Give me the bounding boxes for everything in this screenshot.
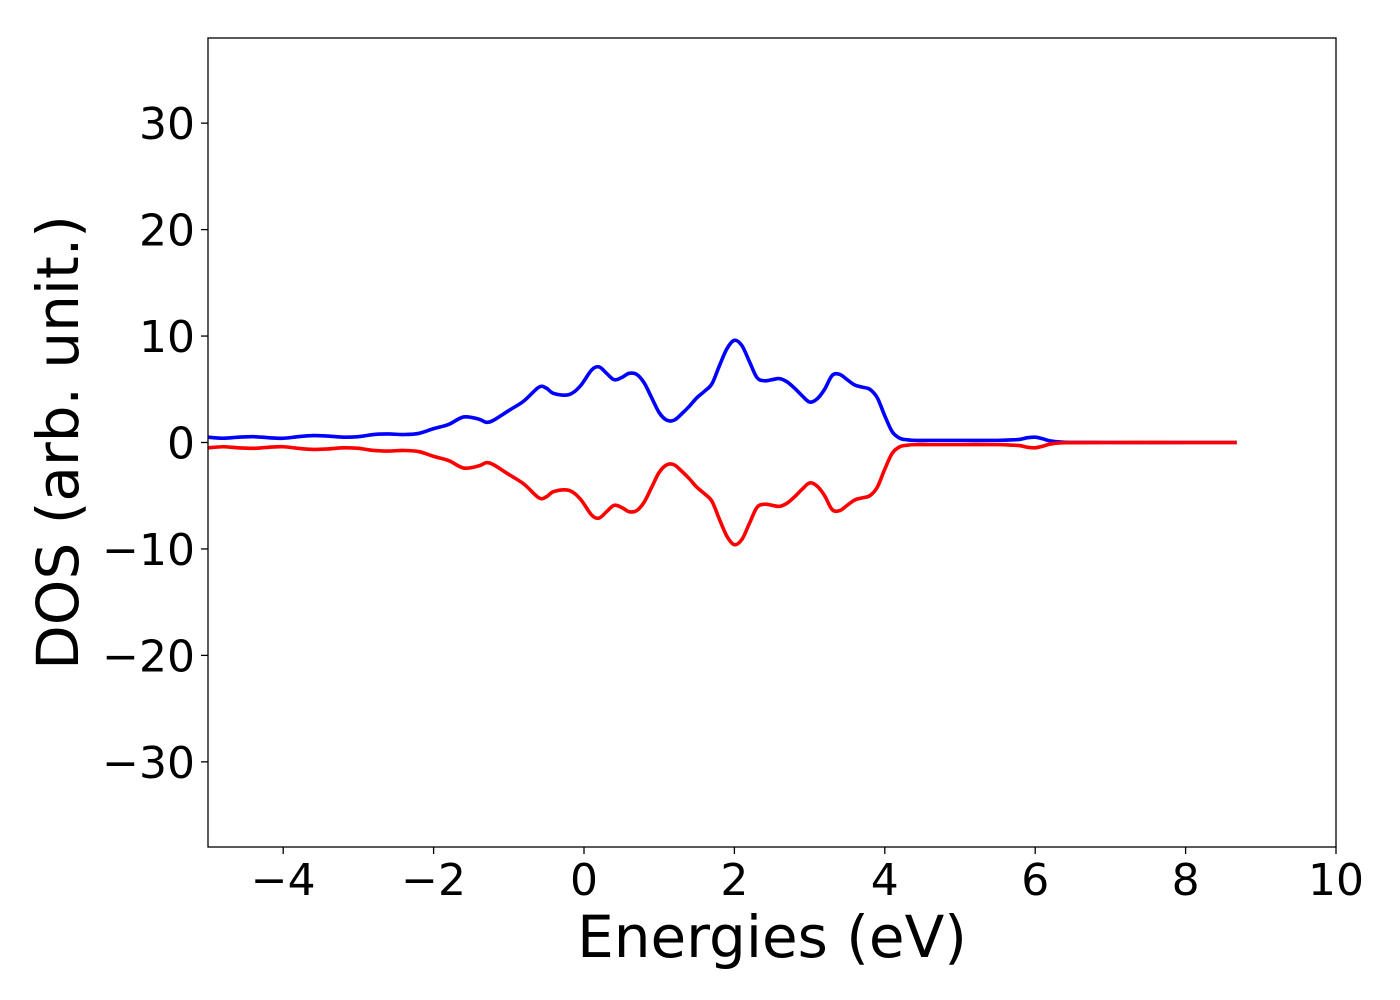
series-line-1	[208, 440, 1237, 547]
y-axis: −30 −20 −10 0 10 20 30	[102, 99, 208, 789]
x-tick-label: 4	[871, 855, 899, 906]
series-line-0	[208, 338, 1237, 445]
y-tick-label: −20	[102, 631, 195, 682]
x-tick-label: −2	[401, 855, 466, 906]
x-axis-label: Energies (eV)	[577, 903, 967, 971]
y-tick-label: 20	[139, 206, 195, 257]
y-axis-label: DOS (arb. unit.)	[24, 215, 92, 670]
y-tick-label: 30	[139, 99, 195, 150]
x-tick-label: −4	[251, 855, 316, 906]
x-tick-label: 6	[1021, 855, 1049, 906]
x-axis: −4 −2 0 2 4 6 8 10	[251, 847, 1364, 906]
y-tick-label: 10	[139, 312, 195, 363]
x-tick-label: 2	[720, 855, 748, 906]
x-tick-label: 0	[570, 855, 598, 906]
y-tick-label: −30	[102, 738, 195, 789]
x-tick-label: 8	[1172, 855, 1200, 906]
x-tick-label: 10	[1308, 855, 1364, 906]
y-tick-label: 0	[167, 419, 195, 470]
y-tick-label: −10	[102, 525, 195, 576]
plot-lines	[208, 338, 1237, 547]
